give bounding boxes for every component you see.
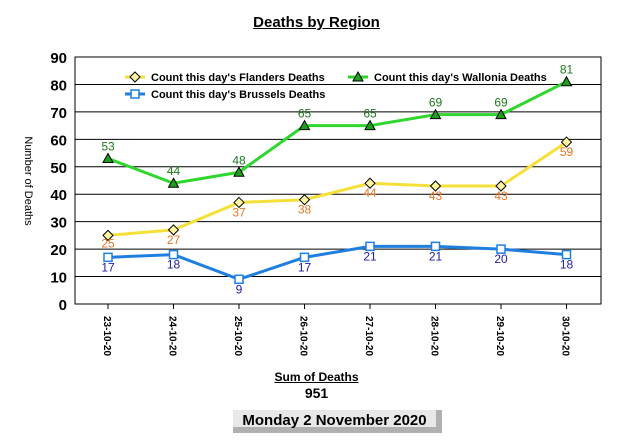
chart-title: Deaths by Region: [0, 14, 633, 31]
data-point-square: [168, 249, 179, 260]
x-tick-label: 30-10-20: [560, 316, 571, 356]
data-point-diamond: [429, 180, 442, 192]
sum-label: Sum of Deaths: [0, 370, 633, 384]
x-tick-label: 28-10-20: [429, 316, 440, 356]
x-tick-label: 25-10-20: [232, 316, 243, 356]
legend-marker: [130, 89, 140, 99]
data-point-diamond: [298, 194, 311, 206]
y-axis-label: Number of Deaths: [22, 136, 34, 226]
y-tick-label: 70: [50, 105, 67, 122]
legend-entry: Count this day's Wallonia Deaths: [374, 72, 547, 84]
data-point-square: [561, 249, 572, 260]
data-label: 65: [363, 107, 377, 121]
legend-entry: Count this day's Brussels Deaths: [151, 89, 325, 101]
data-point-diamond: [167, 224, 180, 236]
data-label: 53: [101, 140, 115, 154]
data-point-diamond: [560, 136, 573, 148]
y-tick-label: 30: [50, 215, 67, 232]
data-point-triangle: [233, 166, 245, 177]
data-point-diamond: [495, 180, 507, 192]
data-point-square: [103, 252, 113, 263]
data-label: 18: [167, 258, 181, 272]
y-tick-label: 10: [50, 270, 67, 287]
data-label: 21: [363, 249, 377, 263]
data-label: 43: [429, 189, 443, 203]
data-point-triangle: [429, 108, 442, 120]
x-tick-label: 29-10-20: [494, 316, 505, 356]
data-label: 69: [429, 96, 443, 110]
data-label: 81: [560, 63, 574, 77]
data-point-diamond: [364, 177, 376, 189]
data-point-triangle: [560, 75, 573, 87]
y-tick-label: 60: [50, 132, 67, 149]
data-label: 17: [298, 260, 312, 274]
series-line: [107, 244, 567, 281]
legend-marker: [129, 71, 141, 83]
data-label: 59: [560, 145, 574, 159]
data-label: 37: [232, 205, 246, 219]
x-tick-label: 27-10-20: [363, 316, 374, 356]
data-label: 18: [560, 258, 574, 272]
data-point-square: [496, 244, 506, 254]
data-point-diamond: [102, 229, 114, 242]
data-point-square: [299, 252, 310, 263]
data-label: 25: [101, 236, 115, 250]
data-point-triangle: [167, 177, 180, 188]
data-point-triangle: [102, 152, 114, 164]
data-label: 21: [429, 249, 443, 263]
data-label: 65: [298, 107, 312, 121]
y-tick-label: 90: [50, 50, 67, 67]
data-point-triangle: [364, 119, 376, 131]
x-tick-label: 26-10-20: [298, 316, 309, 356]
data-label: 17: [101, 260, 115, 274]
date-box: Monday 2 November 2020: [233, 410, 442, 433]
data-point-square: [430, 241, 441, 252]
data-point-square: [365, 241, 375, 252]
x-tick-label: 23-10-20: [101, 316, 112, 356]
data-point-diamond: [233, 196, 245, 209]
legend-marker: [352, 70, 364, 82]
data-point-triangle: [298, 119, 311, 131]
data-label: 48: [232, 153, 246, 167]
data-label: 44: [363, 186, 377, 200]
data-label: 44: [167, 164, 181, 178]
y-tick-label: 80: [50, 77, 67, 94]
data-label: 20: [494, 252, 508, 266]
data-point-triangle: [495, 108, 507, 120]
y-tick-label: 50: [50, 160, 67, 177]
sum-value: 951: [304, 385, 329, 401]
data-label: 69: [494, 96, 508, 110]
x-tick-label: 24-10-20: [167, 316, 178, 356]
data-label: 38: [298, 203, 312, 217]
sum-label-text: Sum of Deaths: [274, 370, 359, 384]
legend-entry: Count this day's Flanders Deaths: [151, 72, 325, 84]
series-line: [107, 140, 568, 237]
data-label: 43: [494, 189, 508, 203]
data-label: 27: [167, 233, 181, 247]
series-line: [107, 80, 568, 185]
data-point-square: [234, 274, 244, 285]
chart-title-text: Deaths by Region: [253, 14, 380, 31]
y-tick-label: 0: [59, 297, 67, 314]
y-tick-label: 20: [50, 242, 67, 259]
y-tick-label: 40: [50, 187, 67, 204]
data-label: 9: [236, 282, 243, 296]
